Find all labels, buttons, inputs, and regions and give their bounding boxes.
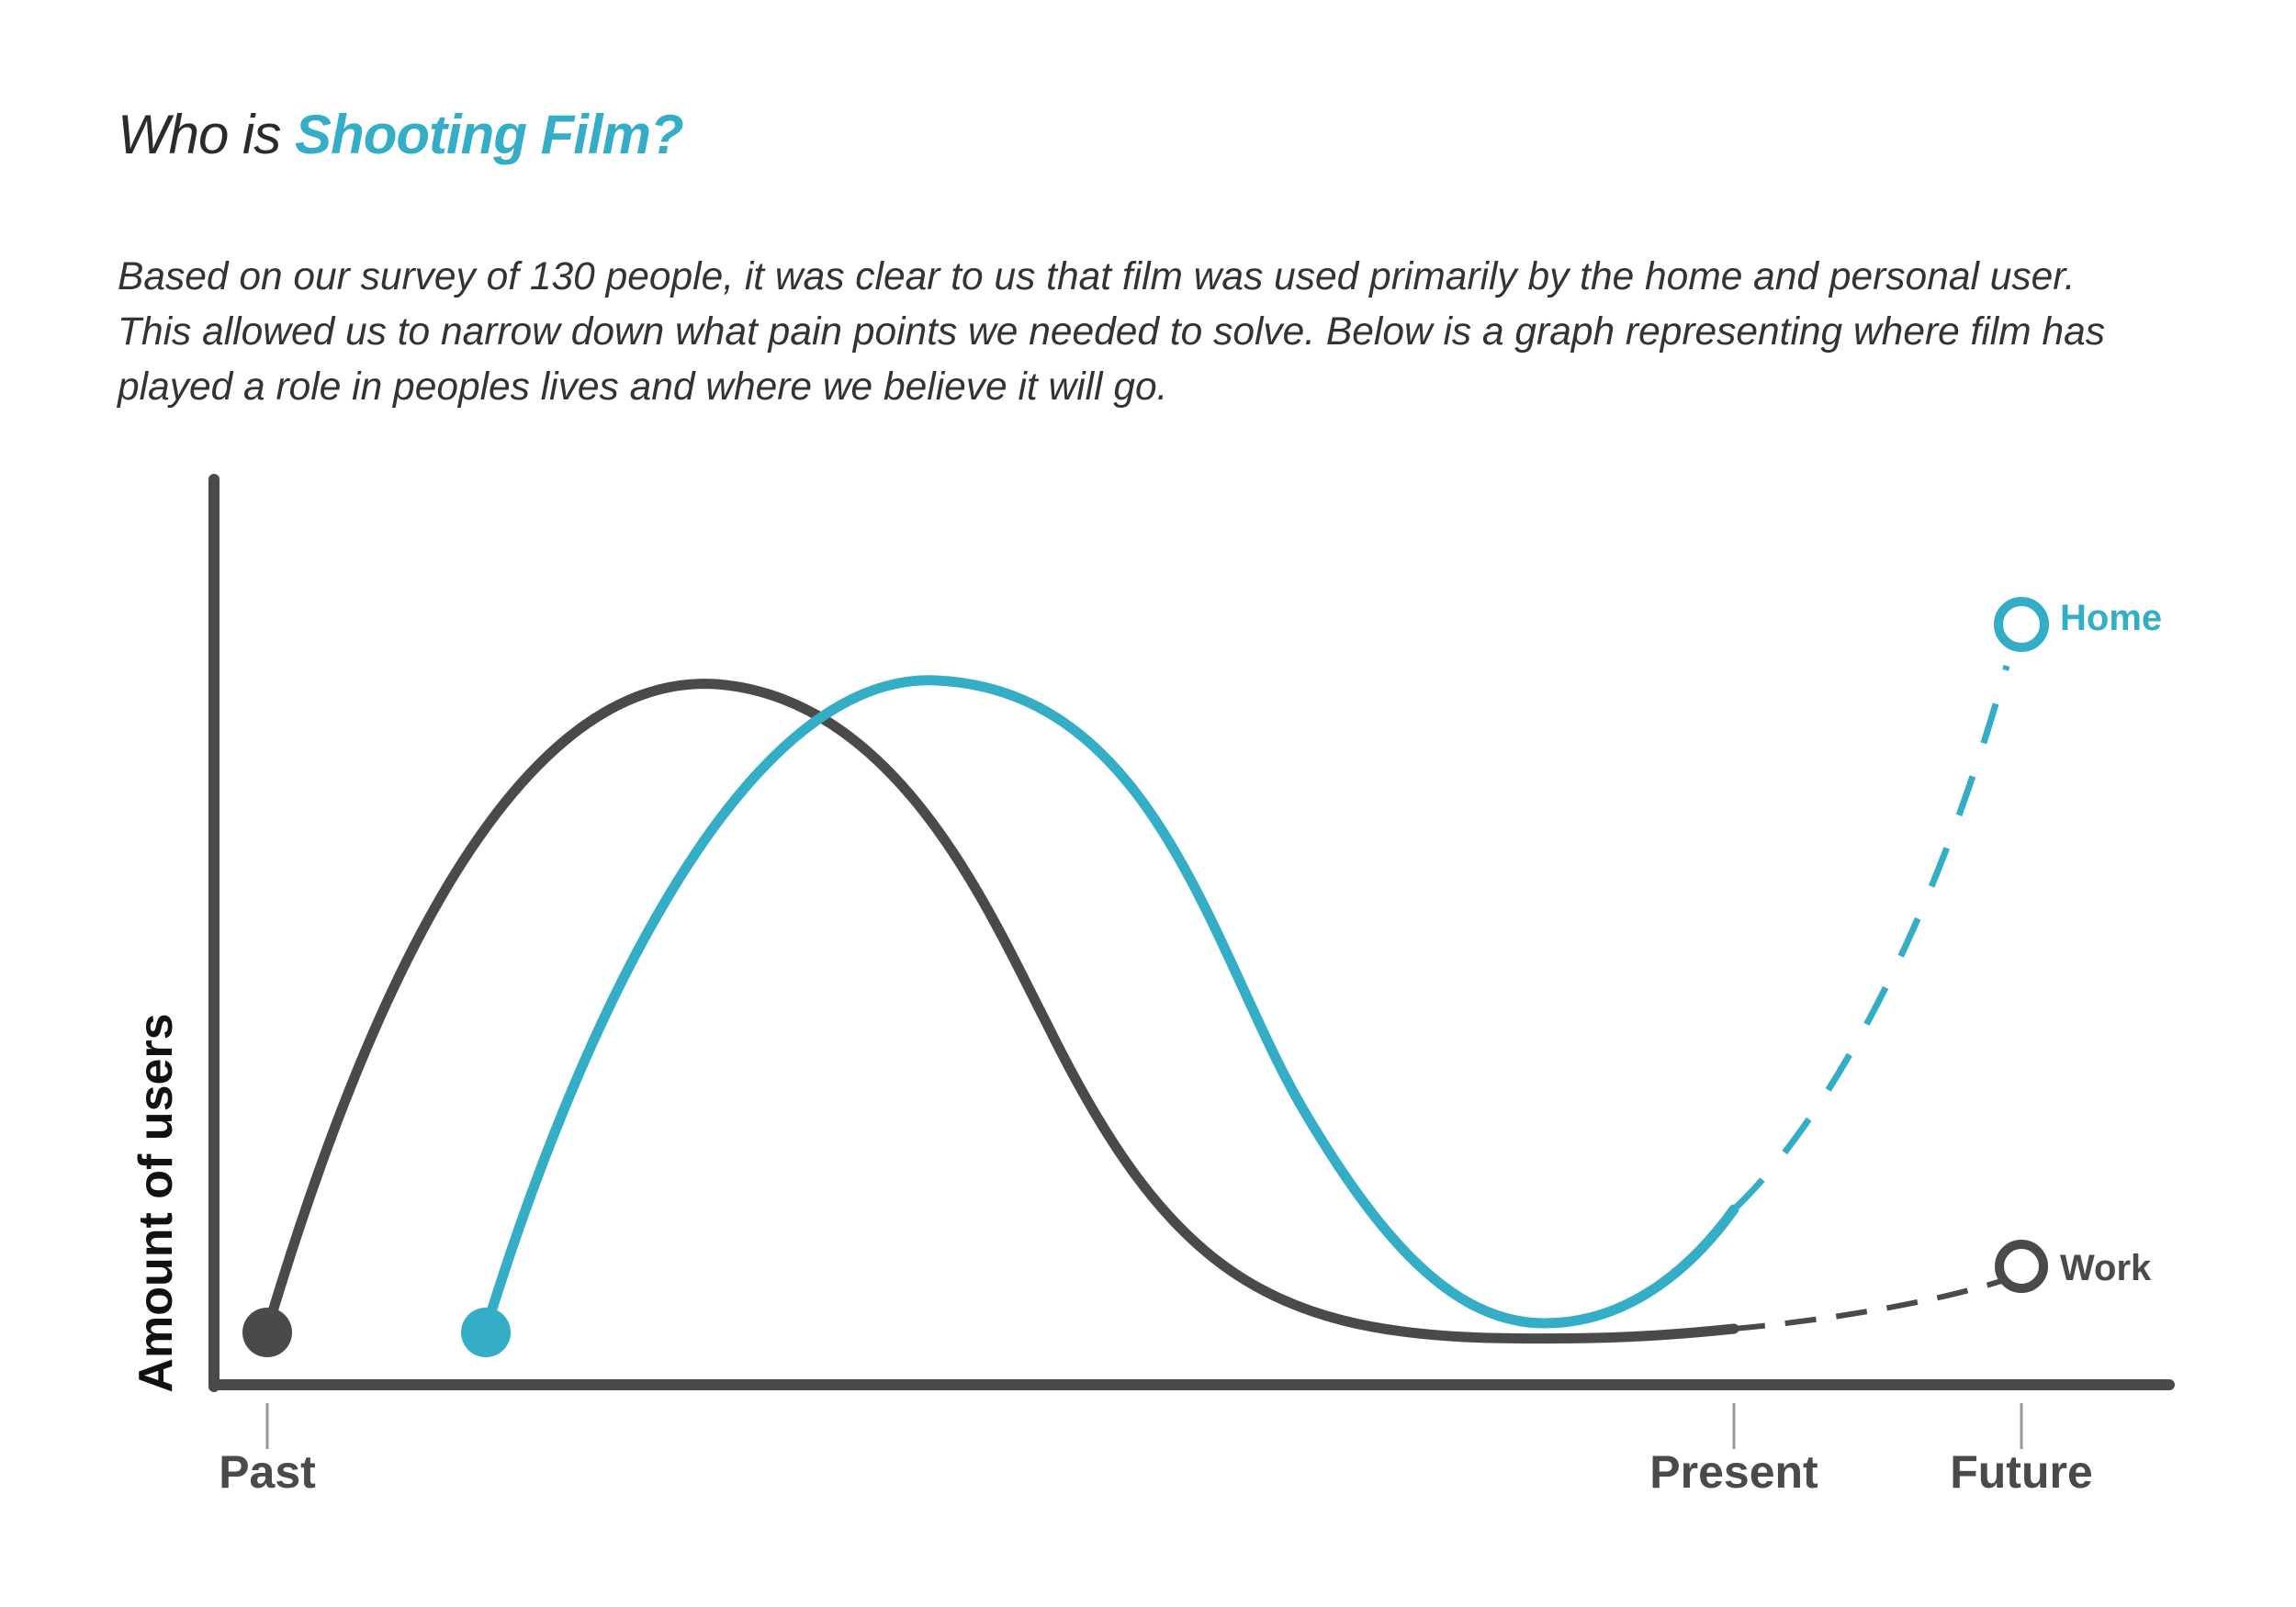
home-start-marker <box>461 1308 511 1357</box>
intro-line: Based on our survey of 130 people, it wa… <box>118 255 2076 298</box>
home-end-marker <box>1994 597 2049 652</box>
home-series-line <box>480 675 1739 1335</box>
intro-paragraph: Based on our survey of 130 people, it wa… <box>118 250 2212 415</box>
home-projection-line <box>1731 665 2010 1212</box>
tick-label-past: Past <box>219 1446 316 1498</box>
intro-line: This allowed us to narrow down what pain… <box>118 310 2105 354</box>
tick-label-present: Present <box>1649 1446 1818 1498</box>
work-start-marker <box>242 1308 292 1357</box>
work-projection-line <box>1733 1276 2008 1332</box>
title-prefix: Who is <box>118 104 296 165</box>
page-title: Who is Shooting Film? <box>118 103 684 166</box>
tick-label-future: Future <box>1950 1446 2093 1498</box>
title-highlight: Shooting Film? <box>295 104 684 165</box>
work-end-marker <box>1995 1240 2048 1293</box>
intro-line: played a role in peoples lives and where… <box>118 365 1168 409</box>
work-series-line <box>262 679 1739 1344</box>
y-axis-label: Amount of users <box>129 1013 183 1392</box>
home-series-label: Home <box>2060 598 2162 638</box>
work-series-label: Work <box>2060 1248 2152 1288</box>
